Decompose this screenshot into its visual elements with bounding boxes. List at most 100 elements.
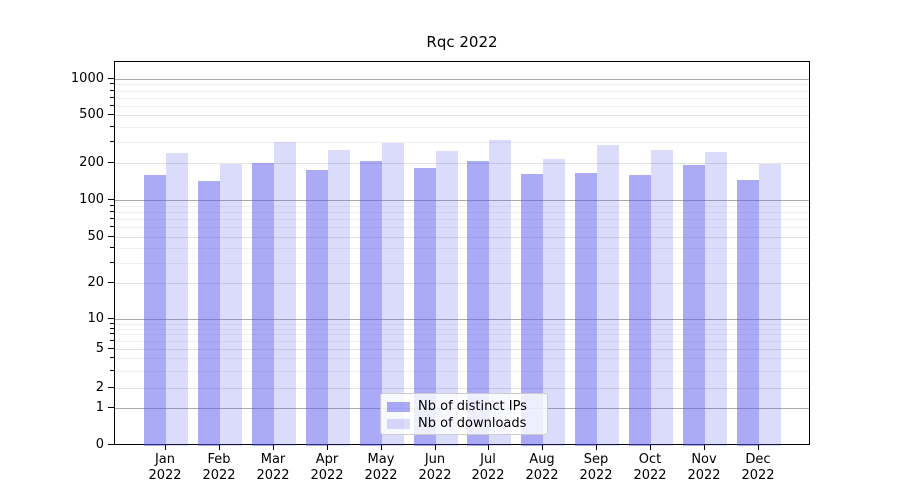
- bar-distinct-ips-nov: [683, 165, 705, 446]
- y-axis-tick: [108, 318, 114, 319]
- x-axis-tick-label: Jan 2022: [133, 452, 197, 484]
- y-axis-tick: [108, 444, 114, 445]
- y-axis-tick: [108, 407, 114, 408]
- gridline-sub: [115, 227, 809, 228]
- x-label-month: Jul: [480, 452, 496, 467]
- y-axis-minor-tick: [110, 162, 114, 163]
- y-axis-tick-label: 5: [95, 341, 104, 356]
- gridline-sub: [115, 324, 809, 325]
- y-axis-tick-label: 10: [87, 311, 104, 326]
- x-axis-tick-label: Aug 2022: [510, 452, 574, 484]
- x-axis-tick: [273, 445, 274, 450]
- bar-downloads-mar: [274, 142, 296, 446]
- bar-downloads-apr: [328, 150, 350, 446]
- x-label-year: 2022: [418, 468, 452, 483]
- x-label-year: 2022: [364, 468, 398, 483]
- y-axis-minor-tick: [110, 90, 114, 91]
- x-label-month: Aug: [529, 452, 555, 467]
- y-axis-tick: [108, 78, 114, 79]
- x-axis-tick-label: Apr 2022: [295, 452, 359, 484]
- x-label-year: 2022: [148, 468, 182, 483]
- gridline-sub: [115, 248, 809, 249]
- bar-distinct-ips-oct: [629, 175, 651, 446]
- x-label-year: 2022: [202, 468, 236, 483]
- x-label-year: 2022: [310, 468, 344, 483]
- x-label-year: 2022: [525, 468, 559, 483]
- gridline-minor: [115, 388, 809, 389]
- x-label-month: May: [367, 452, 395, 467]
- y-axis-minor-tick: [110, 323, 114, 324]
- gridline-sub: [115, 263, 809, 264]
- gridline-sub: [115, 212, 809, 213]
- gridline-sub: [115, 106, 809, 107]
- y-axis-minor-tick: [110, 236, 114, 237]
- y-axis-minor-tick: [110, 114, 114, 115]
- x-axis-tick: [704, 445, 705, 450]
- gridline-major: [115, 79, 809, 80]
- gridline-minor: [115, 237, 809, 238]
- gridline-minor: [115, 163, 809, 164]
- y-axis-minor-tick: [110, 387, 114, 388]
- y-axis-tick-label: 0: [95, 437, 104, 452]
- x-axis-tick-label: May 2022: [349, 452, 413, 484]
- gridline-sub: [115, 206, 809, 207]
- x-label-year: 2022: [741, 468, 775, 483]
- x-axis-tick: [381, 445, 382, 450]
- y-axis-tick: [108, 199, 114, 200]
- x-axis-tick: [650, 445, 651, 450]
- bar-distinct-ips-feb: [198, 181, 220, 446]
- legend-label-downloads: Nb of downloads: [418, 416, 527, 431]
- bar-downloads-sep: [597, 145, 619, 446]
- gridline-sub: [115, 84, 809, 85]
- x-axis-tick: [542, 445, 543, 450]
- y-axis-tick-label: 1: [95, 400, 104, 415]
- bar-distinct-ips-apr: [306, 170, 328, 446]
- x-label-month: Oct: [638, 452, 662, 467]
- y-axis-tick-label: 100: [79, 192, 104, 207]
- x-label-year: 2022: [633, 468, 667, 483]
- gridline-sub: [115, 341, 809, 342]
- x-axis-tick-label: Feb 2022: [187, 452, 251, 484]
- x-axis-tick-label: Mar 2022: [241, 452, 305, 484]
- legend: Nb of distinct IPs Nb of downloads: [380, 393, 548, 435]
- gridline-minor: [115, 349, 809, 350]
- x-axis-tick: [327, 445, 328, 450]
- bar-distinct-ips-may: [360, 161, 382, 446]
- bar-downloads-jun: [436, 151, 458, 446]
- y-axis-minor-tick: [110, 126, 114, 127]
- y-axis-minor-tick: [110, 348, 114, 349]
- x-label-month: Apr: [315, 452, 339, 467]
- y-axis-minor-tick: [110, 141, 114, 142]
- gridline-sub: [115, 358, 809, 359]
- gridline-sub: [115, 219, 809, 220]
- y-axis-tick-label: 500: [79, 107, 104, 122]
- x-label-month: Mar: [260, 452, 286, 467]
- y-axis-minor-tick: [110, 282, 114, 283]
- y-axis-tick-label: 2: [95, 380, 104, 395]
- y-axis-minor-tick: [110, 262, 114, 263]
- gridline-sub: [115, 98, 809, 99]
- x-axis-tick-label: Jul 2022: [456, 452, 520, 484]
- x-axis-tick: [219, 445, 220, 450]
- x-axis-tick-label: Oct 2022: [618, 452, 682, 484]
- legend-item-distinct-ips: Nb of distinct IPs: [387, 398, 541, 415]
- x-axis-tick: [596, 445, 597, 450]
- bar-distinct-ips-dec: [737, 180, 759, 446]
- x-axis-tick: [435, 445, 436, 450]
- legend-item-downloads: Nb of downloads: [387, 415, 541, 432]
- y-axis-tick-label: 200: [79, 155, 104, 170]
- gridline-sub: [115, 329, 809, 330]
- bar-distinct-ips-mar: [252, 163, 274, 446]
- bar-downloads-jan: [166, 153, 188, 446]
- gridline-major: [115, 200, 809, 201]
- bar-downloads-nov: [705, 152, 727, 446]
- gridline-sub: [115, 91, 809, 92]
- x-axis-tick-label: Sep 2022: [564, 452, 628, 484]
- bar-downloads-may: [382, 143, 404, 446]
- gridline-sub: [115, 142, 809, 143]
- y-axis-minor-tick: [110, 83, 114, 84]
- y-axis-minor-tick: [110, 333, 114, 334]
- bar-downloads-dec: [759, 164, 781, 446]
- x-axis-tick-label: Jun 2022: [403, 452, 467, 484]
- x-axis-tick: [758, 445, 759, 450]
